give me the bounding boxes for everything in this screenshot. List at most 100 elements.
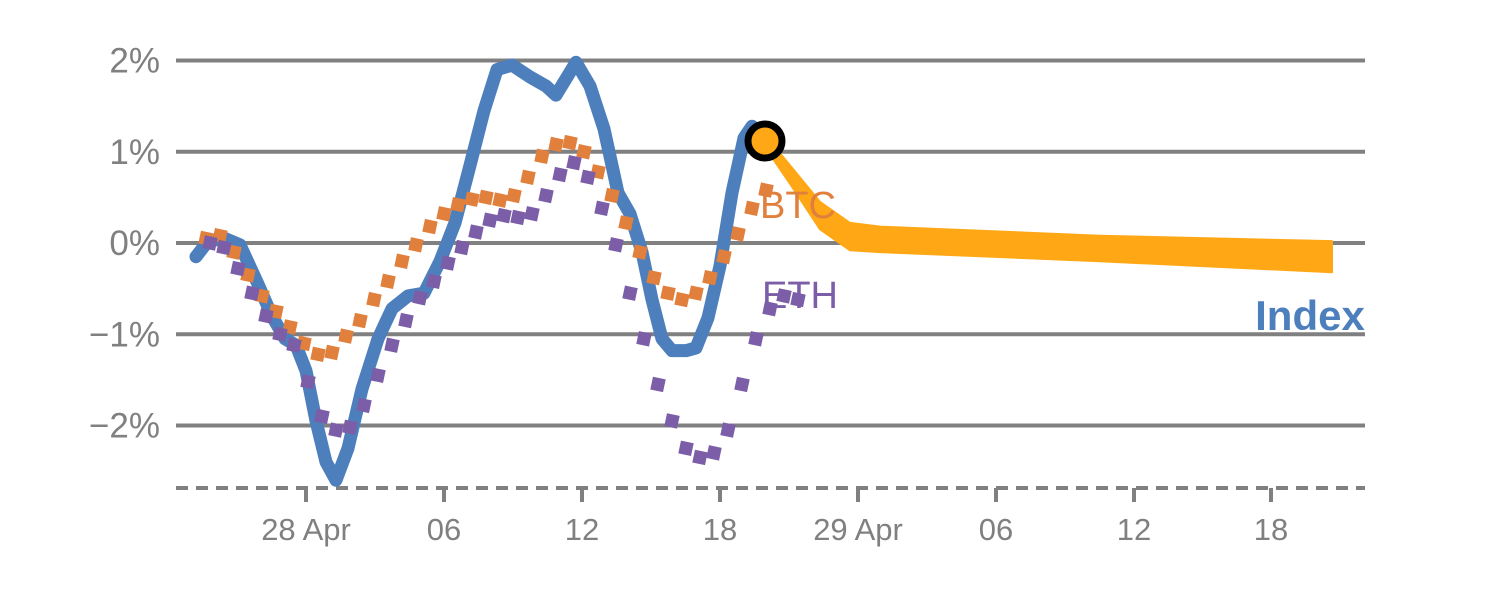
series-dot [272,326,288,342]
series-dot [688,285,704,301]
series-dot [352,312,368,329]
series-dot [314,408,330,425]
series-dot [660,285,676,301]
series-dot [426,273,442,290]
series-dot [720,422,736,438]
y-axis-label-3: −1% [89,315,160,354]
series-dot [552,166,568,183]
series-dot [478,189,494,206]
series-dot [594,200,610,217]
series-dot [632,244,648,260]
series-dot [482,212,498,228]
y-axis-label-1: 1% [109,133,160,172]
series-dot [398,312,414,329]
series-dot [748,331,764,347]
series-dot [230,260,246,277]
series-dot [328,422,344,438]
series-dot [464,191,480,207]
series-dot [730,226,746,242]
series-dot [422,218,438,235]
series-dot [716,248,732,265]
series-dot [762,300,778,317]
series-dot [324,344,340,361]
series-dot [678,440,694,457]
series-dot [622,285,638,301]
series-dot [492,192,508,208]
x-axis-label-7: 18 [1254,512,1288,547]
series-lines [189,55,806,487]
series-dot [646,269,662,286]
series-dot [636,331,652,347]
series-annotations: BTC ETH Index [760,185,1365,339]
series-dot [692,449,708,466]
series-dot [604,187,620,204]
y-axis-labels: 2% 1% 0% −1% −2% [89,42,160,446]
series-dot [776,288,792,304]
marker-circle[interactable] [744,120,786,162]
series-dot [408,237,424,253]
series-dot [244,285,260,301]
series-dot [548,136,564,153]
x-axis-label-5: 06 [979,512,1013,547]
x-axis-label-0: 28 Apr [261,512,351,547]
xticks-group [304,488,1273,502]
series-dot [440,255,456,271]
y-axis-label-2: 0% [109,224,160,263]
annotation-btc: BTC [760,185,836,227]
series-dot [758,182,774,198]
series-dot [216,239,232,256]
series-dot [338,328,354,344]
series-dot [384,337,400,353]
forecast-band-area [764,134,1333,274]
y-axis-label-4: −2% [89,407,160,446]
series-dot [790,291,806,308]
x-axis-label-1: 06 [427,512,461,547]
series-dot [618,215,634,231]
series-dot [496,207,512,224]
forecast-band [764,134,1333,274]
series-dot [258,308,274,324]
series-dot [650,376,666,393]
series-dot [580,169,596,186]
x-axis-label-4: 29 Apr [813,512,903,547]
series-dot [394,253,410,269]
series-dot [454,239,470,256]
x-axis-label-2: 12 [565,512,599,547]
series-dot [366,291,382,308]
series-dot [702,269,718,286]
series-dot [510,209,526,226]
series-dot [202,235,218,251]
series-line-index [189,55,772,487]
forecast-start-marker[interactable] [744,120,786,162]
y-axis-label-0: 2% [109,42,160,81]
series-dot [706,445,722,461]
series-dot [300,373,316,390]
series-dot [370,367,386,384]
series-dots-btc [198,134,774,363]
x-axis-label-6: 12 [1117,512,1151,547]
series-dot [342,419,358,436]
series-dot [538,187,554,204]
series-dot [468,224,484,240]
series-dot [412,290,428,306]
series-dot [566,154,582,171]
annotation-index: Index [1255,292,1365,339]
series-dot [380,273,396,290]
series-dot [286,337,302,353]
series-dot [524,206,540,222]
x-axis-label-3: 18 [703,512,737,547]
series-dot [310,346,326,363]
series-dot [734,376,750,393]
series-dots-eth [202,154,806,466]
annotation-eth: ETH [762,275,838,317]
series-dot [506,187,522,204]
series-dot [664,413,680,429]
series-dot [534,148,550,165]
series-dot [608,237,624,253]
series-dot [436,206,452,222]
series-dot [450,196,466,213]
series-dot [562,134,578,151]
series-dot [240,267,256,283]
